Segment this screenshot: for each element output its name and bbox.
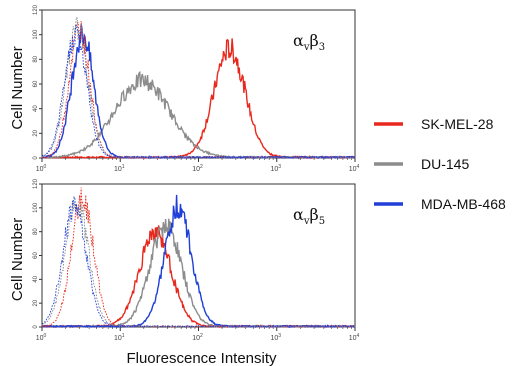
y-tick-label: 40 [33, 275, 39, 282]
legend-label: DU-145 [421, 156, 469, 172]
panel-1: 0 20 40 60 80 100 120 100 101 102 103 104 Cell Numbe… [9, 4, 360, 173]
plot-frame [41, 183, 356, 328]
panel-label: αvβ3 [293, 31, 325, 53]
panel-2: 0 20 40 60 80 100 120 100 101 102 103 104 Cell Numbe… [9, 178, 360, 366]
y-tick-label: 80 [33, 228, 39, 235]
series-mda-mb-468-dotted [42, 195, 356, 328]
y-tick-label: 20 [33, 299, 39, 306]
x-tick-label: 103 [270, 333, 281, 342]
panel-label: αvβ5 [293, 205, 325, 227]
x-tick-label: 101 [114, 164, 125, 173]
legend: SK-MEL-28 DU-145 MDA-MB-468 [374, 116, 506, 212]
y-tick-label: 40 [33, 105, 39, 112]
x-tick-label: 100 [36, 333, 47, 342]
plot-frame [41, 9, 356, 159]
series-du-145-solid [41, 218, 356, 329]
y-tick-label: 120 [33, 178, 39, 189]
y-axis-label: Cell Number [9, 46, 26, 129]
x-tick-label: 100 [36, 164, 47, 173]
y-tick-label: 0 [33, 156, 39, 160]
x-tick-label: 102 [192, 333, 203, 342]
y-tick-label: 100 [33, 29, 39, 40]
legend-label: MDA-MB-468 [421, 196, 506, 212]
y-tick-label: 60 [33, 252, 39, 259]
y-tick-label: 120 [33, 4, 39, 15]
y-axis-label: Cell Number [9, 218, 26, 301]
x-tick-label: 103 [270, 164, 281, 173]
y-tick-label: 100 [33, 202, 39, 213]
x-tick-label: 104 [349, 164, 360, 173]
x-tick-label: 101 [114, 333, 125, 342]
series-du-145-dotted [41, 16, 356, 159]
series-sk-mel-28-solid [41, 225, 356, 329]
x-tick-label: 104 [349, 333, 360, 342]
series-mda-mb-468-dotted [41, 24, 356, 159]
legend-label: SK-MEL-28 [421, 116, 494, 132]
y-tick-label: 60 [33, 80, 39, 87]
y-tick-label: 0 [33, 325, 39, 329]
y-tick-label: 20 [33, 129, 39, 136]
y-tick-label: 80 [33, 55, 39, 62]
x-axis-label: Fluorescence Intensity [126, 350, 277, 366]
x-tick-label: 102 [192, 164, 203, 173]
series-sk-mel-28-dotted [41, 187, 356, 328]
